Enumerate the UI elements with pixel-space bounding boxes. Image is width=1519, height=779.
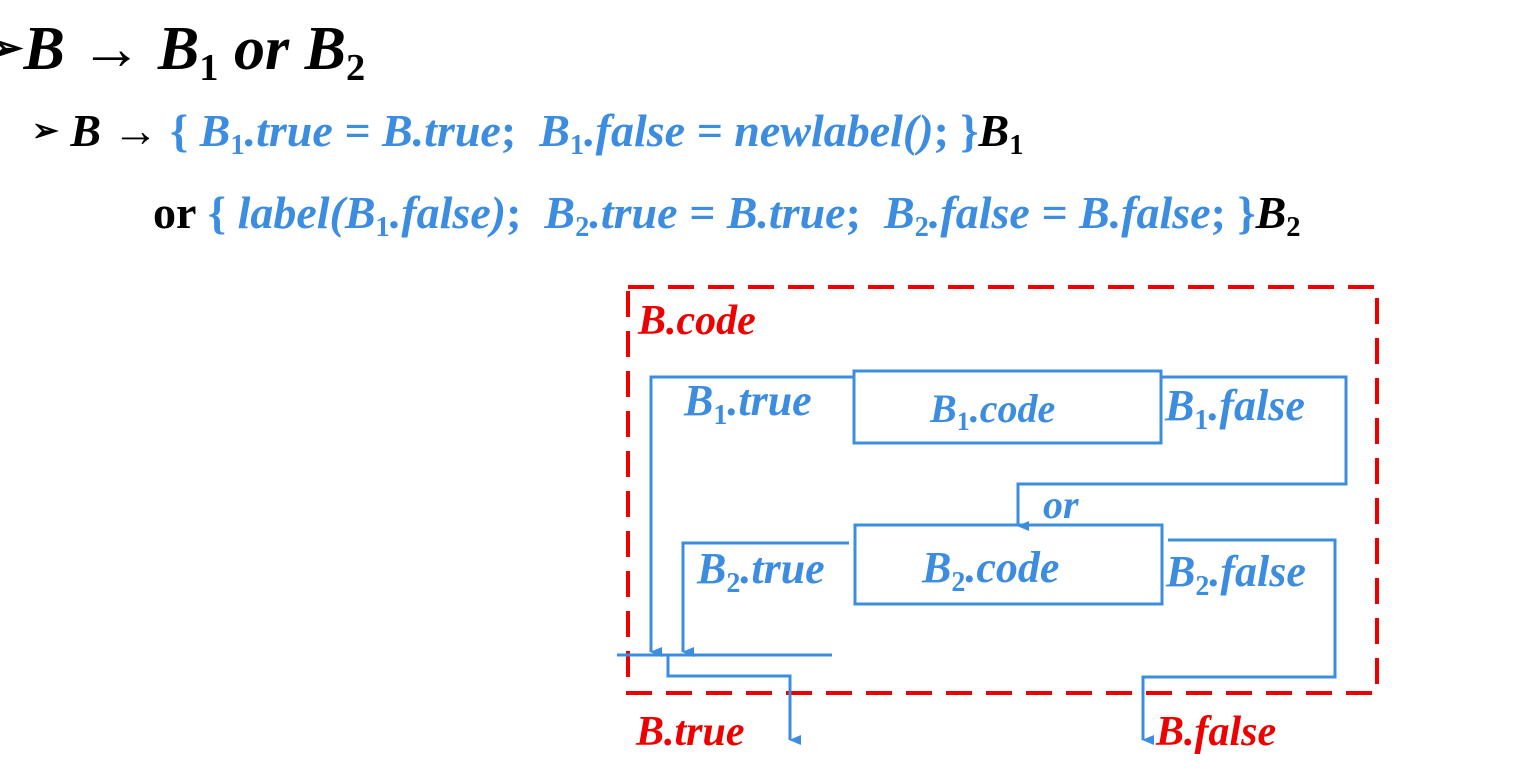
rule-or-keyword: or (153, 187, 197, 238)
action-close-brace: ; } (933, 105, 979, 156)
b1-code-box (852, 369, 1163, 445)
semantic-rule-line-1: ➢ B → { B1.true = B.true; B1.false = new… (32, 105, 1024, 161)
production-heading: ➢B → B1 or B2 (0, 14, 366, 89)
or-connector-label: or (1043, 482, 1079, 527)
b1-false-label: B1.false (1164, 381, 1305, 436)
b2-false-edge (1141, 538, 1337, 745)
action-b1-false: B1.false = newlabel() (539, 105, 934, 161)
action-label-b1-false: label(B1.false) (237, 187, 507, 243)
semantic-rule-line-2: or { label(B1.false); B2.true = B.true; … (153, 187, 1301, 243)
action-b1-true: B1.true = B.true (199, 105, 501, 161)
b-true-exit-label: B.true (635, 709, 745, 755)
heading-b1: B1 (157, 15, 219, 89)
b1-code-label: B1.code (929, 386, 1055, 436)
bullet-icon: ➢ (0, 25, 24, 70)
action-b2-false: B2.false = B.false (883, 187, 1211, 243)
bullet-icon: ➢ (32, 112, 59, 148)
outer-code-box (626, 285, 1379, 695)
b2-code-label: B2.code (921, 543, 1059, 598)
b1-true-edge (649, 375, 854, 657)
action-open-brace: { (207, 187, 227, 238)
arrow-icon: → (112, 105, 159, 156)
rule-symbol-b2: B2 (1255, 187, 1301, 243)
action-close-brace: ; } (1210, 187, 1256, 238)
b1-false-edge (1016, 375, 1348, 531)
b1-true-label: B1.true (683, 376, 812, 431)
heading-lhs: B (23, 15, 65, 83)
outer-code-label: B.code (637, 298, 756, 344)
b2-false-label: B2.false (1165, 547, 1306, 602)
b2-code-box (853, 523, 1164, 606)
rule-symbol-b1: B1 (978, 105, 1024, 161)
action-open-brace: { (170, 105, 189, 156)
b-false-exit-label: B.false (1155, 709, 1276, 755)
b-true-exit-edge (666, 655, 801, 745)
arrow-icon: → (80, 15, 143, 83)
heading-b2: B2 (304, 15, 366, 89)
rule-lhs: B (70, 105, 101, 156)
b2-true-label: B2.true (696, 544, 825, 599)
action-b2-true: B2.true = B.true (544, 187, 846, 243)
b2-true-edge (681, 541, 849, 657)
heading-or: or (233, 15, 290, 83)
